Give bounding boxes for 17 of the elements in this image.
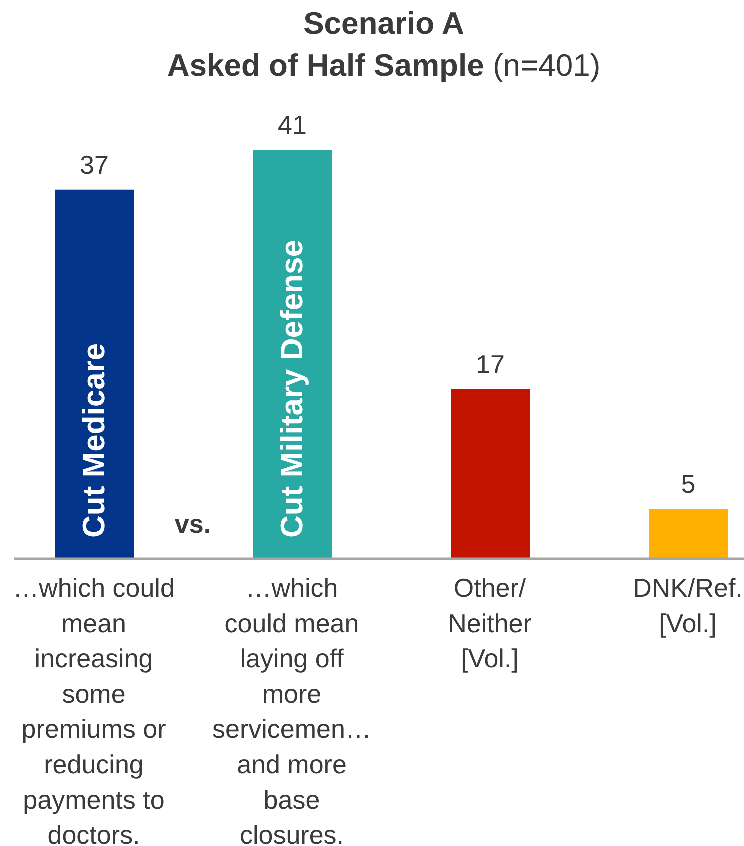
data-label: 5 (681, 469, 696, 500)
annotation: Cut Medicare (76, 343, 112, 538)
bar (253, 150, 332, 559)
data-label: 17 (476, 349, 505, 380)
bar (649, 509, 728, 559)
x-tick-label: DNK/Ref. [Vol.] (633, 573, 743, 638)
chart-title: Scenario A (304, 6, 464, 41)
data-label: 41 (278, 110, 307, 140)
annotation: Cut Military Defense (274, 240, 310, 538)
x-tick-label: Other/ Neither [Vol.] (448, 573, 532, 674)
annotation: vs. (174, 509, 212, 539)
data-label: 37 (80, 150, 109, 180)
bar (55, 190, 134, 559)
chart-subtitle: Asked of Half Sample (n=401) (167, 48, 601, 83)
x-tick-label: …which could mean laying off more servicemen… and more base closures. (212, 573, 372, 846)
x-tick-label: …which could mean increasing some premiums or reducing payments to doctors. (13, 573, 175, 846)
bar (451, 389, 530, 559)
